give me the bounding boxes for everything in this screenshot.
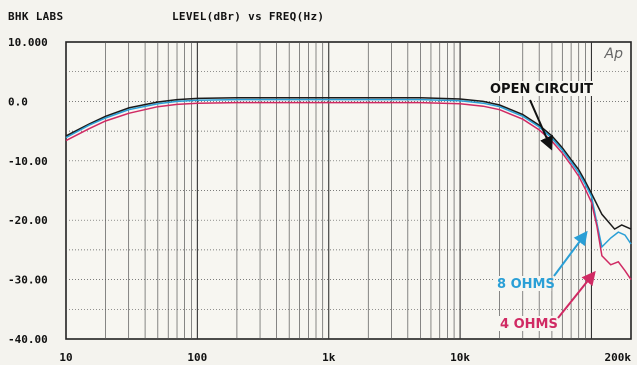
y-tick-label: -20.00 (8, 214, 48, 227)
y-tick-label: 10.000 (8, 36, 48, 49)
annotation-arrow (553, 230, 588, 277)
y-tick-label: 0.0 (8, 95, 28, 108)
y-tick-label: -30.00 (8, 274, 48, 287)
x-tick-label: 10k (450, 351, 470, 364)
annotation-label: 8 OHMS (497, 277, 555, 292)
series-line-2 (65, 98, 632, 249)
lab-name: BHK LABS (8, 10, 64, 23)
chart-title: LEVEL(dBr) vs FREQ(Hz) (172, 10, 325, 23)
x-tick-label: 1k (322, 351, 336, 364)
y-tick-label: -10.00 (8, 155, 48, 168)
series-line-3 (65, 101, 632, 281)
x-tick-label: 10 (59, 351, 72, 364)
x-tick-label: 200k (605, 351, 632, 364)
ap-logo: Ap (604, 46, 624, 62)
annotation-label: OPEN CIRCUIT (490, 82, 593, 97)
series-line-1 (65, 97, 632, 231)
y-tick-label: -40.00 (8, 333, 48, 346)
annotation-label: 4 OHMS (500, 317, 558, 332)
annotation-arrow (529, 99, 553, 151)
annotation-arrow (557, 270, 596, 319)
x-tick-label: 100 (187, 351, 207, 364)
